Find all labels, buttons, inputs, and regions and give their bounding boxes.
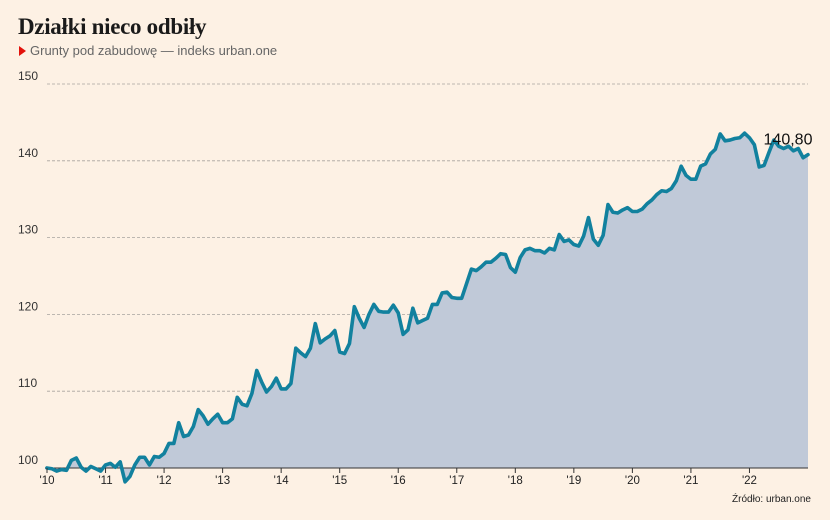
x-tick-label-2019: '19 (566, 475, 581, 487)
y-tick-label-110: 110 (18, 376, 37, 390)
x-tick-label-2010: '10 (40, 475, 55, 487)
x-tick-label-2013: '13 (215, 475, 230, 487)
x-tick-label-2011: '11 (98, 475, 112, 487)
x-tick-label-2018: '18 (508, 475, 523, 487)
y-tick-label-150: 150 (18, 69, 38, 83)
legend-label: Grunty pod zabudowę — indeks urban.one (30, 43, 278, 58)
x-tick-label-2016: '16 (391, 475, 406, 487)
series-area (47, 133, 808, 482)
source-note: Źródło: urban.one (732, 494, 811, 505)
legend-marker-icon (19, 45, 26, 56)
y-tick-label-100: 100 (18, 453, 38, 467)
x-tick-label-2017: '17 (449, 475, 464, 487)
x-tick-label-2020: '20 (625, 475, 640, 487)
y-tick-label-120: 120 (18, 299, 38, 313)
x-tick-label-2022: '22 (742, 475, 757, 487)
x-tick-label-2015: '15 (332, 475, 347, 487)
x-tick-label-2014: '14 (274, 475, 290, 487)
legend: Grunty pod zabudowę — indeks urban.one (19, 43, 277, 58)
chart-title: Działki nieco odbiły (18, 14, 207, 39)
end-value-label: 140,80 (764, 132, 813, 149)
x-tick-label-2021: '21 (683, 475, 698, 487)
x-tick-label-2012: '12 (157, 475, 172, 487)
y-tick-label-140: 140 (18, 146, 38, 160)
series-line (45, 131, 810, 484)
y-tick-label-130: 130 (18, 223, 38, 237)
